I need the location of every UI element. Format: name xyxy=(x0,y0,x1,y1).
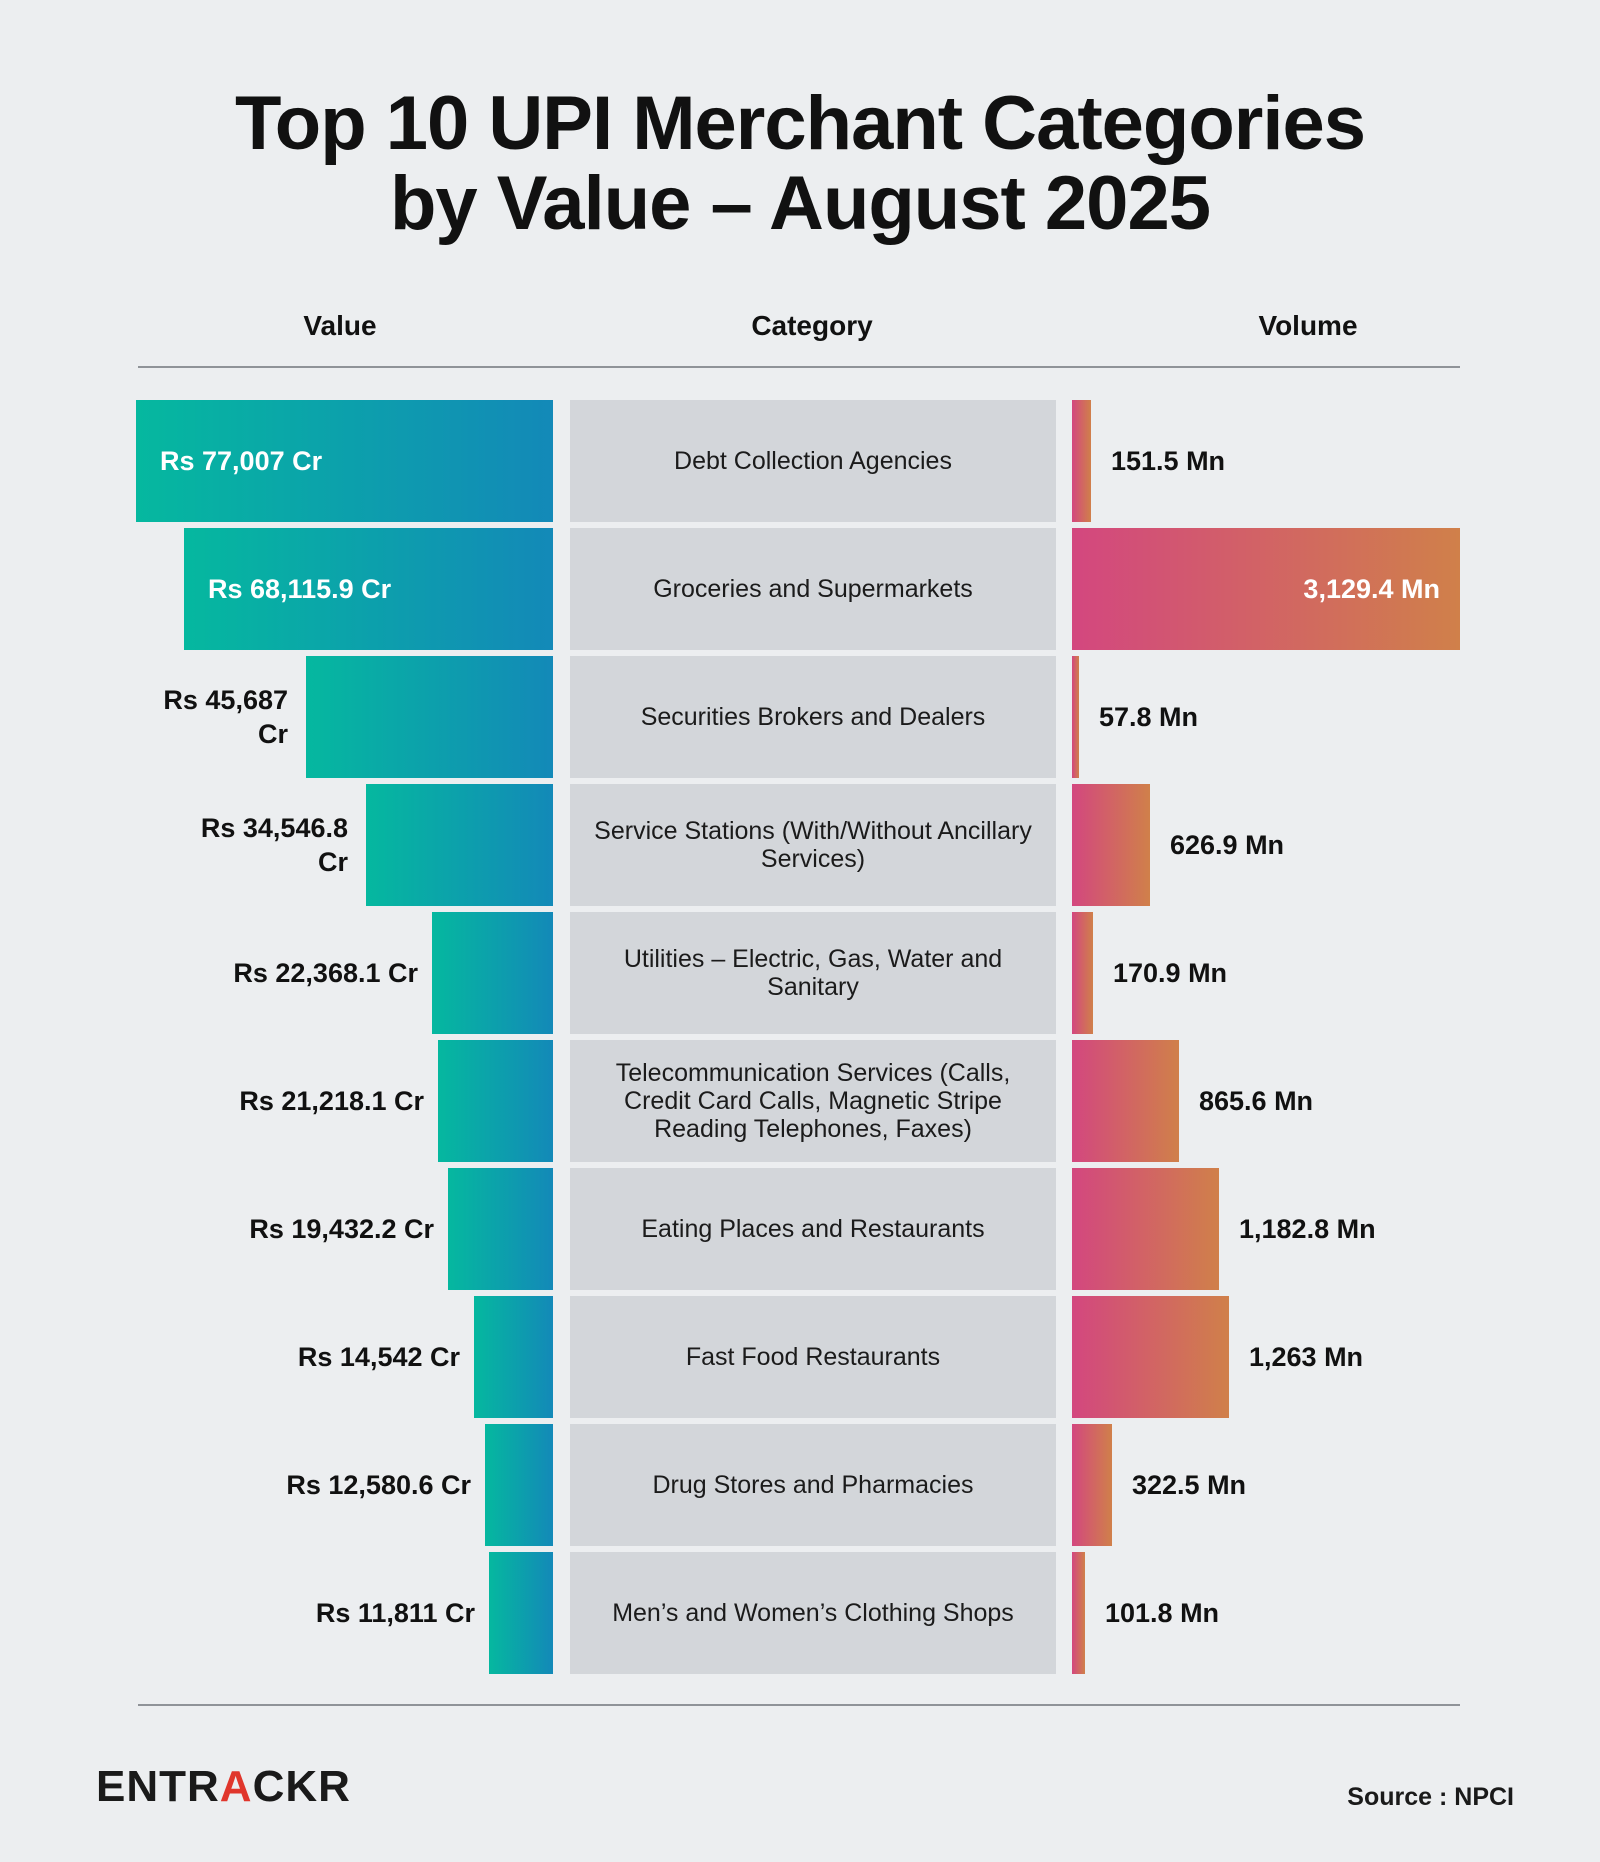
value-label: Rs 12,580.6 Cr xyxy=(286,1470,471,1500)
category-cell xyxy=(570,1296,1056,1418)
volume-bar xyxy=(1072,912,1093,1034)
source-note: Source : NPCI xyxy=(1347,1783,1514,1811)
volume-bar xyxy=(1072,1040,1179,1162)
volume-label: 1,182.8 Mn xyxy=(1239,1214,1376,1244)
chart-title-line1: Top 10 UPI Merchant Categories xyxy=(235,81,1366,166)
value-bar xyxy=(306,656,553,778)
volume-label: 1,263 Mn xyxy=(1249,1342,1364,1372)
category-column-header: Category xyxy=(751,310,873,341)
value-label: Rs 34,546.8 Cr xyxy=(200,813,348,877)
category-cell xyxy=(570,912,1056,1034)
volume-bar xyxy=(1072,656,1079,778)
category-cell xyxy=(570,656,1056,778)
category-cell xyxy=(570,1552,1056,1674)
value-label: Rs 11,811 Cr xyxy=(315,1598,475,1628)
volume-label: 322.5 Mn xyxy=(1132,1470,1247,1500)
value-bar xyxy=(485,1424,553,1546)
volume-bar xyxy=(1072,528,1460,650)
volume-bar xyxy=(1072,1552,1085,1674)
value-bar xyxy=(438,1040,553,1162)
category-label: Securities Brokers and Dealers xyxy=(640,703,986,731)
volume-label: 3,129.4 Mn xyxy=(1303,574,1440,604)
value-label: Rs 77,007 Cr xyxy=(160,446,323,476)
volume-bar xyxy=(1072,1424,1112,1546)
volume-bar xyxy=(1072,1168,1219,1290)
volume-bar xyxy=(1072,1296,1229,1418)
volume-bar xyxy=(1072,784,1150,906)
value-label: Rs 45,687 Cr xyxy=(163,685,288,749)
value-label: Rs 22,368.1 Cr xyxy=(233,958,418,988)
category-cell xyxy=(570,784,1056,906)
value-label: Rs 19,432.2 Cr xyxy=(249,1214,434,1244)
category-cell xyxy=(570,1424,1056,1546)
category-cell xyxy=(570,1168,1056,1290)
category-label: Groceries and Supermarkets xyxy=(653,575,973,603)
category-cell xyxy=(570,1040,1056,1162)
category-cell xyxy=(570,400,1056,522)
category-label: Telecommunication Services (Calls, Credi… xyxy=(615,1059,1011,1143)
chart-title: Top 10 UPI Merchant Categories by Value … xyxy=(0,84,1600,244)
volume-label: 865.6 Mn xyxy=(1199,1086,1314,1116)
chart-title-line2: by Value – August 2025 xyxy=(390,161,1211,246)
category-label: Utilities – Electric, Gas, Water and San… xyxy=(623,945,1003,1001)
value-bar xyxy=(448,1168,553,1290)
value-label: Rs 14,542 Cr xyxy=(297,1342,460,1372)
category-label: Fast Food Restaurants xyxy=(685,1343,941,1371)
volume-label: 170.9 Mn xyxy=(1113,958,1228,988)
header-divider xyxy=(138,366,1460,368)
volume-label: 57.8 Mn xyxy=(1099,702,1199,732)
value-bar xyxy=(432,912,553,1034)
category-label: Men’s and Women’s Clothing Shops xyxy=(612,1599,1014,1627)
value-bar xyxy=(366,784,553,906)
footer-divider xyxy=(138,1704,1460,1706)
value-bar xyxy=(136,400,553,522)
logo-text-start: ENTR xyxy=(96,1762,220,1811)
volume-label: 626.9 Mn xyxy=(1170,830,1285,860)
value-bar xyxy=(184,528,553,650)
category-label: Eating Places and Restaurants xyxy=(641,1215,985,1243)
value-column-header: Value xyxy=(303,310,377,341)
category-label: Service Stations (With/Without Ancillary… xyxy=(594,817,1032,873)
value-bar xyxy=(474,1296,553,1418)
value-label: Rs 68,115.9 Cr xyxy=(208,574,392,604)
value-label: Rs 21,218.1 Cr xyxy=(239,1086,424,1116)
value-bar xyxy=(489,1552,553,1674)
volume-bar xyxy=(1072,400,1091,522)
volume-column-header: Volume xyxy=(1258,310,1358,341)
category-cell xyxy=(570,528,1056,650)
logo-text-end: CKR xyxy=(252,1762,351,1811)
logo-text-accent: A xyxy=(219,1762,253,1811)
category-label: Drug Stores and Pharmacies xyxy=(652,1471,974,1499)
entrackr-logo: ENTRACKR xyxy=(96,1762,351,1812)
volume-label: 101.8 Mn xyxy=(1105,1598,1220,1628)
category-label: Debt Collection Agencies xyxy=(674,447,952,475)
volume-label: 151.5 Mn xyxy=(1111,446,1226,476)
